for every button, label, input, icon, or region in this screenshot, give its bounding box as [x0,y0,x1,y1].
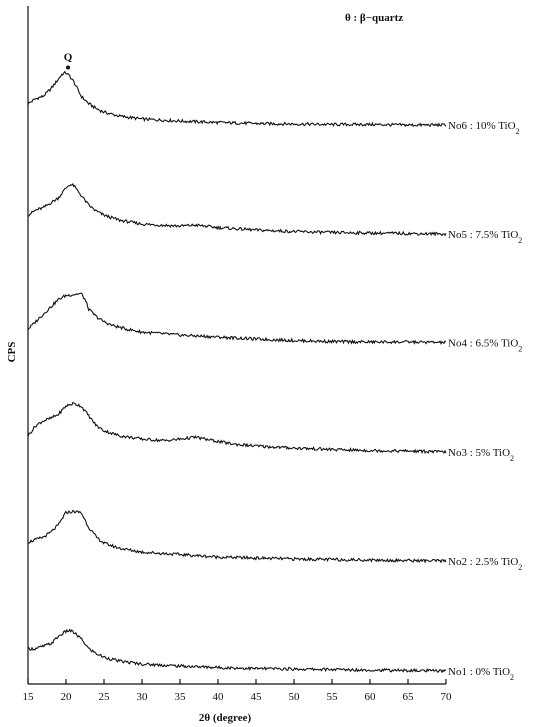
legend-note: θ : β−quartz [345,12,403,24]
series-labels: No6 : 10% TiO2 No5 : 7.5% TiO2 No4 : 6.5% … [448,120,522,681]
series-traces [27,70,447,674]
x-tick-label: 25 [99,691,111,703]
x-ticks: 15 20 25 30 35 40 45 50 55 60 65 70 [23,679,453,703]
series-line [27,292,447,346]
series-line [27,509,447,564]
series-line [27,182,447,237]
peak-marker: Q [64,52,73,70]
series-label: No5 : 7.5% TiO2 [448,229,522,245]
peak-marker-dot [66,65,70,70]
series-label: No2 : 2.5% TiO2 [448,556,522,572]
series-label: No6 : 10% TiO2 [448,120,520,136]
series-label: No3 : 5% TiO2 [448,447,514,463]
x-tick-label: 60 [365,691,377,703]
x-tick-label: 55 [327,691,339,703]
x-tick-label: 15 [23,691,35,703]
chart-axes [27,6,446,685]
series-line [27,70,447,128]
x-tick-label: 65 [403,691,415,703]
series-label: No1 : 0% TiO2 [448,666,514,682]
x-axis-title: 2θ (degree) [199,712,252,724]
series-line [27,628,447,674]
x-tick-label: 30 [137,691,149,703]
peak-marker-label: Q [64,52,73,64]
y-axis-title: CPS [6,342,18,363]
x-tick-label: 40 [213,691,225,703]
series-line [27,401,447,455]
x-tick-label: 70 [441,691,453,703]
x-tick-label: 50 [289,691,301,703]
x-tick-label: 35 [175,691,187,703]
x-tick-label: 20 [61,691,73,703]
x-tick-label: 45 [251,691,263,703]
series-label: No4 : 6.5% TiO2 [448,338,522,354]
